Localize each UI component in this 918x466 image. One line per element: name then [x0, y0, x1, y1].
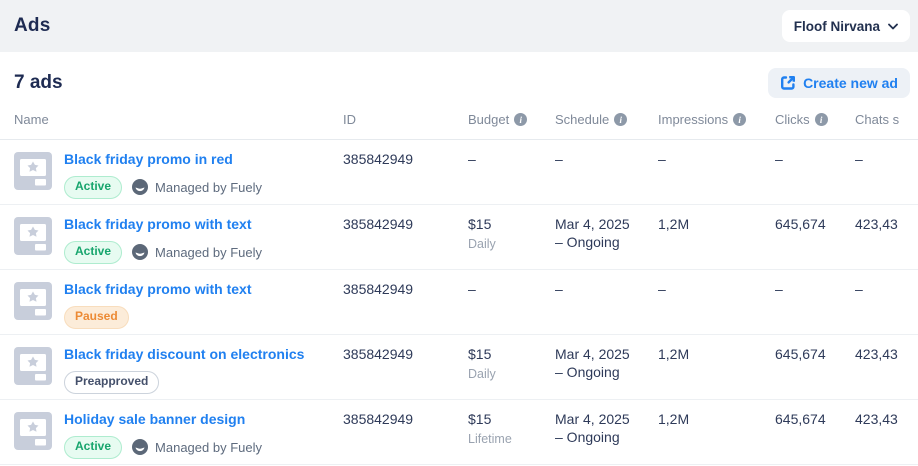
status-badge: Active	[64, 436, 123, 459]
ads-table: Name ID Budget i Schedule i Impressions i Clicks…	[0, 112, 918, 465]
budget-cell: $15 Daily	[468, 346, 496, 381]
column-header-chats-s: Chats s	[855, 112, 918, 127]
column-header-impressions: Impressions i	[658, 112, 775, 127]
ad-name-link[interactable]: Holiday sale banner design	[64, 411, 246, 427]
status-badge: Preapproved	[64, 371, 160, 394]
impressions-cell: 1,2M	[658, 411, 690, 427]
column-header-id: ID	[343, 112, 468, 127]
id-cell: 385842949	[343, 411, 414, 427]
name-cell: Holiday sale banner design Active Manage…	[14, 411, 343, 459]
column-header-clicks: Clicks i	[775, 112, 855, 127]
column-header-label: Name	[14, 112, 49, 127]
column-header-label: Clicks	[775, 112, 810, 127]
account-selector-button[interactable]: Floof Nirvana	[781, 10, 910, 42]
create-new-ad-button[interactable]: Create new ad	[768, 68, 910, 98]
impressions-cell: 1,2M	[658, 216, 690, 232]
chevron-down-icon	[888, 23, 898, 30]
page-title: Ads	[14, 15, 51, 36]
table-row: Black friday promo with text Active Mana…	[0, 205, 918, 270]
column-header-label: Budget	[468, 112, 510, 127]
id-cell: 385842949	[343, 151, 414, 167]
clicks-cell: –	[775, 151, 783, 167]
clicks-cell: 645,674	[775, 216, 826, 232]
budget-cell: $15 Lifetime	[468, 411, 512, 446]
ad-name-link[interactable]: Black friday promo in red	[64, 151, 233, 167]
budget-cell: –	[468, 281, 476, 297]
account-selector-label: Floof Nirvana	[793, 18, 880, 34]
fuely-logo-icon	[132, 179, 149, 196]
info-icon[interactable]: i	[614, 113, 628, 126]
status-badge: Active	[64, 176, 123, 199]
status-badge: Active	[64, 241, 123, 264]
chats-cell: –	[855, 151, 863, 167]
top-bar: Ads Floof Nirvana	[0, 0, 918, 52]
budget-cell: $15 Daily	[468, 216, 496, 251]
chats-cell: 423,43	[855, 411, 898, 427]
table-row: Holiday sale banner design Active Manage…	[0, 400, 918, 465]
schedule-cell: Mar 4, 2025– Ongoing	[555, 411, 630, 445]
schedule-cell: –	[555, 151, 563, 167]
managed-by-fuely: Managed by Fuely	[132, 244, 262, 261]
id-cell: 385842949	[343, 216, 414, 232]
info-icon[interactable]: i	[733, 113, 747, 126]
name-cell: Black friday promo with text Active Mana…	[14, 216, 343, 264]
id-cell: 385842949	[343, 281, 414, 297]
ads-count-label: 7 ads	[14, 72, 63, 93]
id-cell: 385842949	[343, 346, 414, 362]
chats-cell: 423,43	[855, 346, 898, 362]
name-cell: Black friday promo with text Paused	[14, 281, 343, 329]
column-header-label: Schedule	[555, 112, 610, 127]
impressions-cell: –	[658, 151, 666, 167]
clicks-cell: 645,674	[775, 411, 826, 427]
budget-cell: –	[468, 151, 476, 167]
managed-by-label: Managed by Fuely	[155, 439, 262, 455]
table-row: Black friday discount on electronics Pre…	[0, 335, 918, 400]
column-header-label: Impressions	[658, 112, 729, 127]
managed-by-label: Managed by Fuely	[155, 179, 262, 195]
clicks-cell: 645,674	[775, 346, 826, 362]
schedule-cell: –	[555, 281, 563, 297]
ad-name-link[interactable]: Black friday discount on electronics	[64, 346, 305, 362]
column-header-budget: Budget i	[468, 112, 555, 127]
info-icon[interactable]: i	[514, 113, 528, 126]
ad-name-link[interactable]: Black friday promo with text	[64, 216, 252, 232]
column-header-schedule: Schedule i	[555, 112, 658, 127]
ads-toolbar: 7 ads Create new ad	[0, 52, 918, 98]
ad-thumbnail-icon[interactable]	[14, 282, 52, 320]
managed-by-fuely: Managed by Fuely	[132, 439, 262, 456]
name-cell: Black friday discount on electronics Pre…	[14, 346, 343, 394]
ad-thumbnail-icon[interactable]	[14, 152, 52, 190]
create-ad-icon	[780, 75, 796, 91]
ad-thumbnail-icon[interactable]	[14, 217, 52, 255]
clicks-cell: –	[775, 281, 783, 297]
table-header-row: Name ID Budget i Schedule i Impressions i Clicks…	[0, 112, 918, 140]
ad-name-link[interactable]: Black friday promo with text	[64, 281, 252, 297]
ad-thumbnail-icon[interactable]	[14, 412, 52, 450]
column-header-label: Chats s	[855, 112, 900, 127]
name-cell: Black friday promo in red Active Managed…	[14, 151, 343, 199]
table-row: Black friday promo with text Paused 3858…	[0, 270, 918, 335]
status-badge: Paused	[64, 306, 129, 329]
ad-thumbnail-icon[interactable]	[14, 347, 52, 385]
managed-by-label: Managed by Fuely	[155, 244, 262, 260]
info-icon[interactable]: i	[814, 113, 828, 126]
chats-cell: 423,43	[855, 216, 898, 232]
chats-cell: –	[855, 281, 863, 297]
impressions-cell: –	[658, 281, 666, 297]
schedule-cell: Mar 4, 2025– Ongoing	[555, 346, 630, 380]
column-header-name: Name	[14, 112, 343, 127]
impressions-cell: 1,2M	[658, 346, 690, 362]
create-ad-label: Create new ad	[803, 75, 898, 91]
table-body: Black friday promo in red Active Managed…	[0, 140, 918, 465]
table-row: Black friday promo in red Active Managed…	[0, 140, 918, 205]
schedule-cell: Mar 4, 2025– Ongoing	[555, 216, 630, 250]
fuely-logo-icon	[132, 244, 149, 261]
fuely-logo-icon	[132, 439, 149, 456]
managed-by-fuely: Managed by Fuely	[132, 179, 262, 196]
column-header-label: ID	[343, 112, 356, 127]
